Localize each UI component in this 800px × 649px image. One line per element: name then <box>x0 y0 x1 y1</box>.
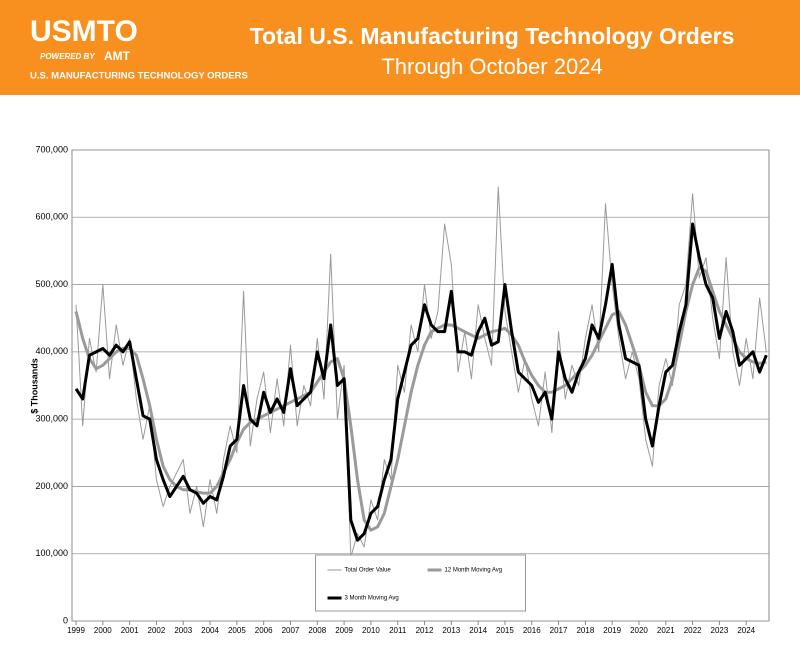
x-tick-label: 1999 <box>67 626 85 635</box>
x-tick-label: 2023 <box>711 626 729 635</box>
y-tick-label: 200,000 <box>35 481 68 491</box>
x-tick-label: 2009 <box>335 626 353 635</box>
y-tick-label: 300,000 <box>35 414 68 424</box>
y-axis-label: $ Thousands <box>29 358 39 414</box>
y-tick-label: 100,000 <box>35 548 68 558</box>
x-tick-label: 2000 <box>94 626 112 635</box>
x-tick-label: 2002 <box>148 626 166 635</box>
x-tick-label: 2007 <box>282 626 300 635</box>
x-tick-label: 2019 <box>603 626 621 635</box>
x-tick-label: 2003 <box>174 626 192 635</box>
brand: AMT <box>104 49 131 63</box>
y-tick-label: 500,000 <box>35 279 68 289</box>
tagline: U.S. MANUFACTURING TECHNOLOGY ORDERS <box>30 71 248 82</box>
legend-label: 3 Month Moving Avg <box>345 596 399 602</box>
x-tick-label: 2017 <box>550 626 568 635</box>
legend-box <box>315 554 526 612</box>
x-tick-label: 2005 <box>228 626 246 635</box>
legend-label: Total Order Value <box>345 568 392 574</box>
x-tick-label: 2013 <box>442 626 460 635</box>
x-tick-label: 2015 <box>496 626 514 635</box>
series-line <box>75 186 767 558</box>
x-tick-label: 2004 <box>201 626 219 635</box>
y-tick-label: 0 <box>63 615 68 625</box>
x-tick-label: 2010 <box>362 626 380 635</box>
x-tick-label: 2008 <box>308 626 326 635</box>
x-tick-label: 2020 <box>630 626 648 635</box>
chart-subtitle: Through October 2024 <box>381 54 602 79</box>
x-tick-label: 2012 <box>416 626 434 635</box>
x-tick-label: 2022 <box>684 626 702 635</box>
y-tick-label: 700,000 <box>35 144 68 154</box>
x-tick-label: 2006 <box>255 626 273 635</box>
x-tick-label: 2021 <box>657 626 675 635</box>
legend-label: 12 Month Moving Avg <box>445 568 503 574</box>
x-tick-label: 2001 <box>121 626 139 635</box>
x-tick-label: 2014 <box>469 626 487 635</box>
header-band <box>0 0 800 95</box>
y-tick-label: 600,000 <box>35 212 68 222</box>
y-tick-label: 400,000 <box>35 346 68 356</box>
series-line <box>74 266 767 532</box>
x-tick-label: 2011 <box>389 626 407 635</box>
x-tick-label: 2016 <box>523 626 541 635</box>
chart-title: Total U.S. Manufacturing Technology Orde… <box>250 23 735 49</box>
x-tick-label: 2024 <box>737 626 755 635</box>
x-tick-label: 2018 <box>576 626 594 635</box>
series-line <box>74 222 768 542</box>
logo: USMTO <box>30 15 138 48</box>
powered-by: POWERED BY <box>40 52 95 61</box>
